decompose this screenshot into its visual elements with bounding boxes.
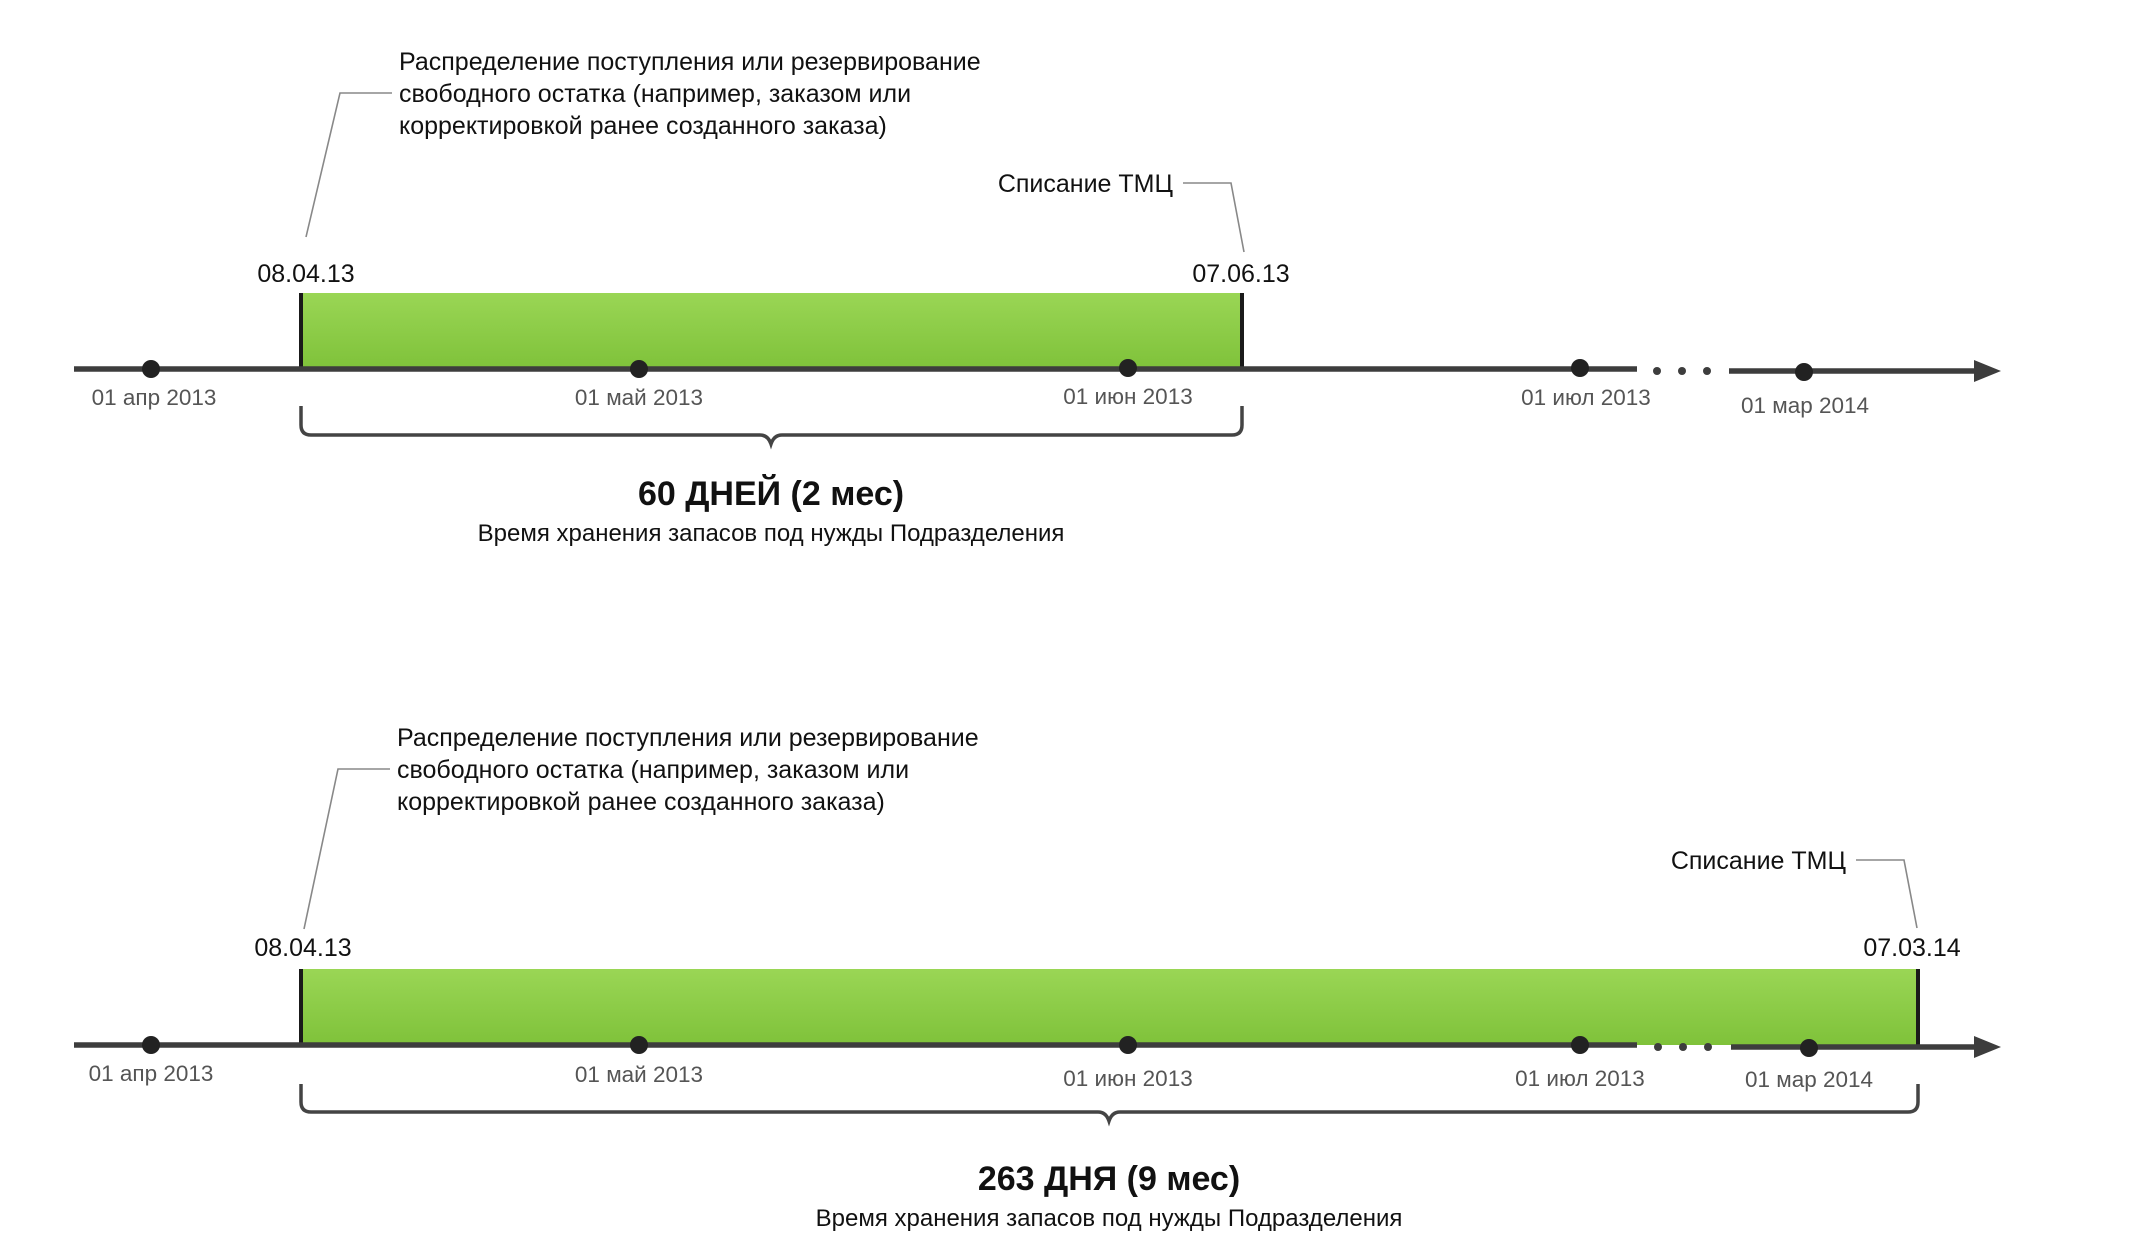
axis-gap-dot xyxy=(1703,367,1711,375)
end-callout-leader xyxy=(1183,182,1245,253)
tick-dot-mar-2014 xyxy=(1800,1039,1818,1057)
tick-label-may-2013: 01 май 2013 xyxy=(575,385,703,410)
end-date-label: 07.06.13 xyxy=(1192,260,1289,288)
duration-label: 60 ДНЕЙ (2 мес) xyxy=(638,474,904,513)
timeline-2: Распределение поступления или резервиров… xyxy=(74,724,2001,1232)
tick-dot-jul-2013 xyxy=(1571,359,1589,377)
period-bracket xyxy=(299,406,1244,450)
axis-arrow-head xyxy=(1974,360,2001,382)
tick-dot-jun-2013 xyxy=(1119,359,1137,377)
tick-label-mar-2014: 01 мар 2014 xyxy=(1745,1067,1873,1092)
tick-dot-apr-2013 xyxy=(142,1036,160,1054)
period-bracket xyxy=(299,1084,1920,1127)
axis-gap-dot xyxy=(1654,1043,1662,1051)
duration-caption: Время хранения запасов под нужды Подразд… xyxy=(478,520,1065,547)
end-callout: Списание ТМЦ xyxy=(1671,847,1918,929)
axis-gap-dot xyxy=(1678,367,1686,375)
end-callout-leader xyxy=(1856,859,1918,929)
tick-dot-jul-2013 xyxy=(1571,1036,1589,1054)
storage-period-bar xyxy=(301,969,1918,1045)
storage-period-bar xyxy=(301,293,1242,369)
tick-label-jul-2013: 01 июл 2013 xyxy=(1521,385,1651,410)
axis-gap-dot xyxy=(1653,367,1661,375)
tick-dot-apr-2013 xyxy=(142,360,160,378)
tick-label-jun-2013: 01 июн 2013 xyxy=(1063,384,1192,409)
axis-gap-dot xyxy=(1704,1043,1712,1051)
start-callout-line-1: Распределение поступления или резервиров… xyxy=(397,724,979,752)
tick-dot-mar-2014 xyxy=(1795,363,1813,381)
end-callout-text: Списание ТМЦ xyxy=(998,170,1174,198)
tick-label-jun-2013: 01 июн 2013 xyxy=(1063,1066,1192,1091)
tick-dot-jun-2013 xyxy=(1119,1036,1137,1054)
tick-dot-may-2013 xyxy=(630,1036,648,1054)
tick-label-apr-2013: 01 апр 2013 xyxy=(92,385,217,410)
start-callout-line-3: корректировкой ранее созданного заказа) xyxy=(399,112,887,140)
end-callout: Списание ТМЦ xyxy=(998,170,1245,253)
duration-caption: Время хранения запасов под нужды Подразд… xyxy=(816,1205,1403,1232)
start-callout: Распределение поступления или резервиров… xyxy=(303,724,979,930)
start-callout-line-2: свободного остатка (например, заказом ил… xyxy=(399,80,911,108)
tick-label-apr-2013: 01 апр 2013 xyxy=(89,1061,214,1086)
axis-gap-dot xyxy=(1679,1043,1687,1051)
duration-label: 263 ДНЯ (9 мес) xyxy=(978,1160,1240,1198)
start-date-label: 08.04.13 xyxy=(257,260,354,288)
start-callout: Распределение поступления или резервиров… xyxy=(305,48,981,238)
start-callout-line-2: свободного остатка (например, заказом ил… xyxy=(397,756,909,784)
start-callout-line-1: Распределение поступления или резервиров… xyxy=(399,48,981,76)
start-date-label: 08.04.13 xyxy=(254,934,351,962)
end-callout-text: Списание ТМЦ xyxy=(1671,847,1847,875)
axis-arrow-head xyxy=(1974,1036,2001,1058)
start-callout-leader xyxy=(305,92,392,238)
tick-label-jul-2013: 01 июл 2013 xyxy=(1515,1066,1645,1091)
tick-label-mar-2014: 01 мар 2014 xyxy=(1741,393,1869,418)
tick-label-may-2013: 01 май 2013 xyxy=(575,1062,703,1087)
timeline-1: Распределение поступления или резервиров… xyxy=(74,48,2001,547)
start-callout-line-3: корректировкой ранее созданного заказа) xyxy=(397,788,885,816)
start-callout-leader xyxy=(303,768,390,930)
tick-dot-may-2013 xyxy=(630,360,648,378)
end-date-label: 07.03.14 xyxy=(1863,934,1960,962)
